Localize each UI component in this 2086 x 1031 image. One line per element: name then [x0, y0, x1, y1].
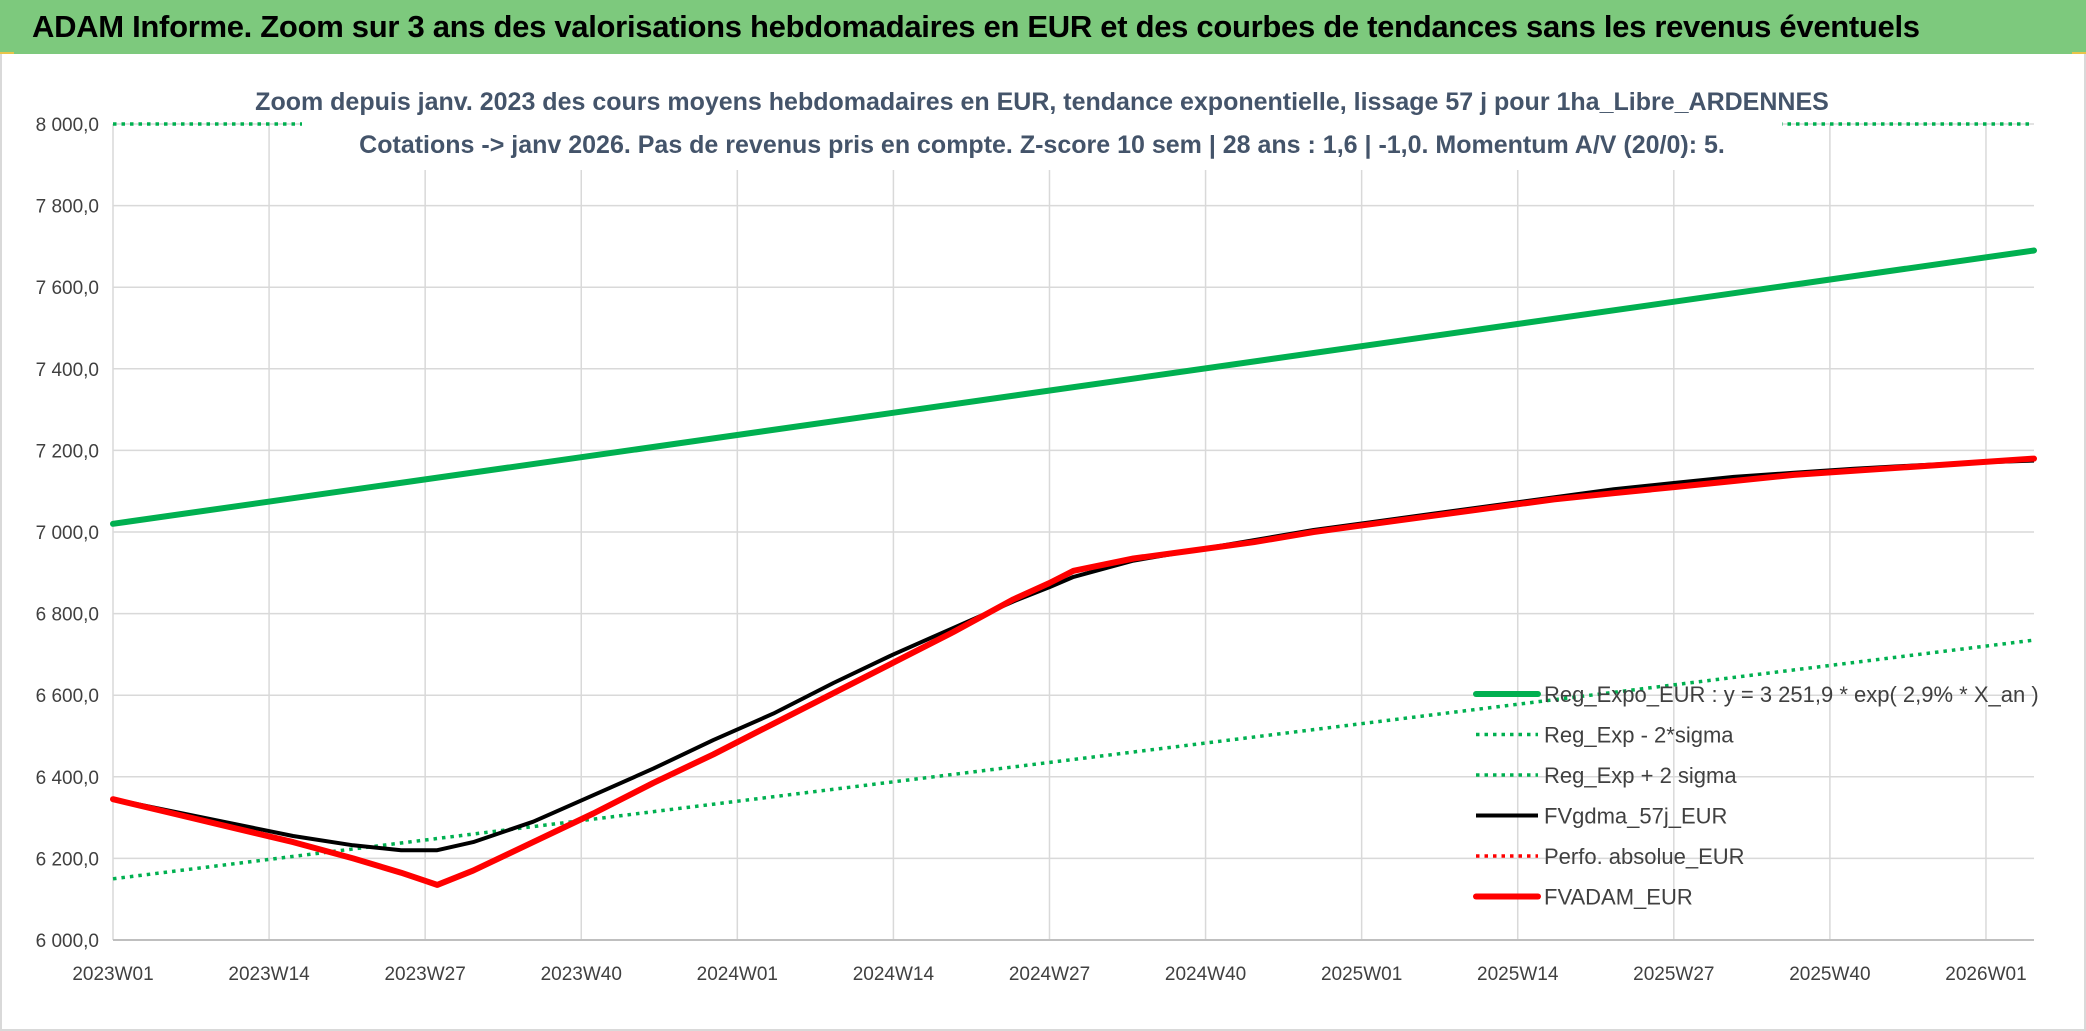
- y-tick-label: 7 800,0: [36, 197, 99, 218]
- y-tick-label: 7 000,0: [36, 523, 99, 544]
- y-tick-label: 7 200,0: [36, 441, 99, 462]
- y-tick-label: 7 600,0: [36, 278, 99, 299]
- x-tick-label: 2025W27: [1633, 964, 1714, 985]
- y-tick-label: 6 400,0: [36, 768, 99, 789]
- x-tick-label: 2023W27: [384, 964, 465, 985]
- title-background: [302, 74, 1782, 170]
- x-tick-label: 2024W01: [697, 964, 778, 985]
- series-group: [110, 122, 2037, 888]
- page-title: ADAM Informe. Zoom sur 3 ans des valoris…: [32, 9, 1920, 44]
- series-gdma-line: [112, 458, 2035, 853]
- series-adam-line: [110, 455, 2037, 888]
- series-minus-line: [112, 638, 2035, 881]
- y-tick-label: 6 000,0: [36, 931, 99, 952]
- series-reg-line: [110, 247, 2037, 527]
- legend-label-plus: Reg_Exp + 2 sigma: [1544, 763, 1737, 788]
- x-tick-label: 2026W01: [1945, 964, 2026, 985]
- header-bar: ADAM Informe. Zoom sur 3 ans des valoris…: [0, 0, 2086, 54]
- x-tick-label: 2025W14: [1477, 964, 1559, 985]
- y-tick-label: 6 800,0: [36, 605, 99, 626]
- line-chart: Zoom depuis janv. 2023 des cours moyens …: [36, 74, 2039, 985]
- legend-label-minus: Reg_Exp - 2*sigma: [1544, 723, 1734, 748]
- axes: 6 000,0 6 200,0 6 400,0 6 600,0 6 800,0 7 000…: [36, 115, 2027, 985]
- grid: [112, 123, 2034, 941]
- legend-label-gdma: FVgdma_57j_EUR: [1544, 804, 1727, 829]
- y-tick-label: 6 200,0: [36, 849, 99, 870]
- y-tick-label: 7 400,0: [36, 360, 99, 381]
- legend-label-perfo: Perfo. absolue_EUR: [1544, 844, 1745, 869]
- x-tick-label: 2024W27: [1009, 964, 1090, 985]
- legend: Reg_Expo_EUR : y = 3 251,9 * exp( 2,9% *…: [1473, 682, 2039, 910]
- chart-area: Zoom depuis janv. 2023 des cours moyens …: [0, 54, 2086, 1031]
- legend-label-reg: Reg_Expo_EUR : y = 3 251,9 * exp( 2,9% *…: [1544, 682, 2039, 707]
- legend-label-adam: FVADAM_EUR: [1544, 885, 1693, 910]
- chart-title-line2: Cotations -> janv 2026. Pas de revenus p…: [359, 131, 1725, 159]
- x-tick-label: 2024W40: [1165, 964, 1246, 985]
- x-tick-label: 2023W14: [228, 964, 310, 985]
- chart-title-line1: Zoom depuis janv. 2023 des cours moyens …: [255, 88, 1829, 116]
- y-tick-label: 6 600,0: [36, 686, 99, 707]
- x-tick-label: 2025W01: [1321, 964, 1402, 985]
- y-tick-label: 8 000,0: [36, 115, 99, 136]
- x-tick-label: 2023W01: [72, 964, 153, 985]
- x-tick-label: 2024W14: [853, 964, 935, 985]
- x-tick-label: 2025W40: [1789, 964, 1870, 985]
- x-tick-label: 2023W40: [541, 964, 622, 985]
